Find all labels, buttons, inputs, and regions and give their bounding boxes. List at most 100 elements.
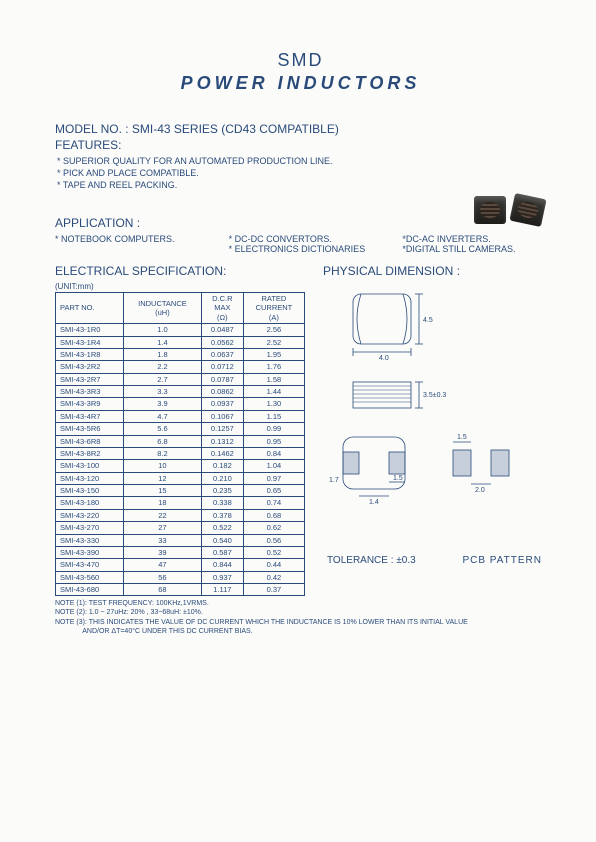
- table-cell: 2.2: [124, 361, 202, 373]
- svg-text:2.0: 2.0: [475, 487, 485, 494]
- table-row: SMI-43-680681.1170.37: [56, 584, 305, 596]
- table-cell: SMI-43-2R2: [56, 361, 124, 373]
- table-cell: 33: [124, 534, 202, 546]
- table-cell: SMI-43-270: [56, 522, 124, 534]
- table-row: SMI-43-100100.1821.04: [56, 460, 305, 472]
- table-cell: 0.99: [243, 423, 304, 435]
- table-cell: 0.42: [243, 571, 304, 583]
- table-cell: 1.95: [243, 348, 304, 360]
- table-cell: SMI-43-680: [56, 584, 124, 596]
- features-head: FEATURES:: [55, 138, 546, 152]
- table-cell: SMI-43-180: [56, 497, 124, 509]
- table-cell: 56: [124, 571, 202, 583]
- table-row: SMI-43-3R93.90.09371.30: [56, 398, 305, 410]
- table-cell: SMI-43-560: [56, 571, 124, 583]
- table-cell: 27: [124, 522, 202, 534]
- col-current: RATED CURRENT (A): [243, 293, 304, 324]
- svg-text:4.5: 4.5: [423, 317, 433, 324]
- col-part: PART NO.: [56, 293, 124, 324]
- table-cell: 0.0637: [201, 348, 243, 360]
- svg-text:1.5: 1.5: [457, 434, 467, 441]
- title-power-inductors: POWER INDUCTORS: [55, 73, 546, 94]
- table-row: SMI-43-6R86.80.13120.95: [56, 435, 305, 447]
- table-cell: SMI-43-390: [56, 546, 124, 558]
- table-cell: SMI-43-330: [56, 534, 124, 546]
- table-cell: 0.0862: [201, 386, 243, 398]
- table-cell: SMI-43-120: [56, 472, 124, 484]
- svg-text:3.5±0.3: 3.5±0.3: [423, 392, 446, 399]
- table-header-row: PART NO. INDUCTANCE (uH) D.C.R MAX (Ω) R…: [56, 293, 305, 324]
- table-cell: 39: [124, 546, 202, 558]
- feature-item: * SUPERIOR QUALITY FOR AN AUTOMATED PROD…: [57, 156, 546, 166]
- table-row: SMI-43-470470.8440.44: [56, 559, 305, 571]
- table-cell: 1.30: [243, 398, 304, 410]
- tolerance-row: TOLERANCE : ±0.3 PCB PATTERN: [323, 555, 546, 566]
- table-cell: 0.522: [201, 522, 243, 534]
- table-cell: 5.6: [124, 423, 202, 435]
- table-cell: 0.182: [201, 460, 243, 472]
- table-cell: SMI-43-5R6: [56, 423, 124, 435]
- notes-block: NOTE (1): TEST FREQUENCY: 100KHz,1VRMS. …: [55, 599, 546, 635]
- table-cell: 0.378: [201, 509, 243, 521]
- table-cell: 0.1462: [201, 447, 243, 459]
- table-row: SMI-43-2R72.70.07871.58: [56, 373, 305, 385]
- table-cell: 18: [124, 497, 202, 509]
- table-cell: 0.62: [243, 522, 304, 534]
- table-cell: SMI-43-100: [56, 460, 124, 472]
- table-cell: 0.540: [201, 534, 243, 546]
- table-row: SMI-43-1R01.00.04872.56: [56, 324, 305, 336]
- table-cell: 0.68: [243, 509, 304, 521]
- table-cell: 0.844: [201, 559, 243, 571]
- table-cell: 0.338: [201, 497, 243, 509]
- table-cell: 0.65: [243, 485, 304, 497]
- table-cell: 4.7: [124, 410, 202, 422]
- table-cell: 0.95: [243, 435, 304, 447]
- table-row: SMI-43-270270.5220.62: [56, 522, 305, 534]
- table-cell: SMI-43-3R9: [56, 398, 124, 410]
- table-cell: 0.52: [243, 546, 304, 558]
- table-row: SMI-43-390390.5870.52: [56, 546, 305, 558]
- table-row: SMI-43-220220.3780.68: [56, 509, 305, 521]
- app-col-2: * DC-DC CONVERTORS. * ELECTRONICS DICTIO…: [229, 234, 373, 254]
- pcb-pattern-label: PCB PATTERN: [462, 555, 542, 566]
- table-cell: 0.1067: [201, 410, 243, 422]
- table-cell: 0.84: [243, 447, 304, 459]
- table-row: SMI-43-120120.2100.97: [56, 472, 305, 484]
- table-cell: 1.76: [243, 361, 304, 373]
- table-cell: SMI-43-220: [56, 509, 124, 521]
- title-smd: SMD: [55, 50, 546, 71]
- table-row: SMI-43-3R33.30.08621.44: [56, 386, 305, 398]
- table-cell: 2.7: [124, 373, 202, 385]
- table-row: SMI-43-2R22.20.07121.76: [56, 361, 305, 373]
- table-cell: 3.3: [124, 386, 202, 398]
- table-cell: 22: [124, 509, 202, 521]
- note-line: NOTE (2): 1.0 ~ 27uHz: 20% , 33~68uH: ±1…: [55, 608, 546, 617]
- unit-label: (UNIT:mm): [55, 282, 305, 291]
- table-row: SMI-43-1R41.40.05622.52: [56, 336, 305, 348]
- table-cell: 0.97: [243, 472, 304, 484]
- tolerance-label: TOLERANCE : ±0.3: [327, 555, 416, 566]
- svg-text:4.0: 4.0: [379, 355, 389, 362]
- table-cell: SMI-43-6R8: [56, 435, 124, 447]
- elec-spec-head: ELECTRICAL SPECIFICATION:: [55, 264, 305, 278]
- inductor-icon: [509, 193, 546, 227]
- table-cell: 15: [124, 485, 202, 497]
- table-row: SMI-43-330330.5400.56: [56, 534, 305, 546]
- table-cell: 47: [124, 559, 202, 571]
- feature-item: * TAPE AND REEL PACKING.: [57, 180, 546, 190]
- table-cell: 0.1257: [201, 423, 243, 435]
- table-cell: 2.52: [243, 336, 304, 348]
- table-cell: 0.0562: [201, 336, 243, 348]
- table-cell: 0.0937: [201, 398, 243, 410]
- table-cell: 1.8: [124, 348, 202, 360]
- table-row: SMI-43-180180.3380.74: [56, 497, 305, 509]
- table-cell: SMI-43-2R7: [56, 373, 124, 385]
- application-row: * NOTEBOOK COMPUTERS. * DC-DC CONVERTORS…: [55, 234, 546, 254]
- table-cell: 3.9: [124, 398, 202, 410]
- col-dcr: D.C.R MAX (Ω): [201, 293, 243, 324]
- svg-text:1.7: 1.7: [329, 477, 339, 484]
- table-cell: 1.04: [243, 460, 304, 472]
- table-cell: 0.37: [243, 584, 304, 596]
- table-cell: 0.587: [201, 546, 243, 558]
- table-cell: 1.15: [243, 410, 304, 422]
